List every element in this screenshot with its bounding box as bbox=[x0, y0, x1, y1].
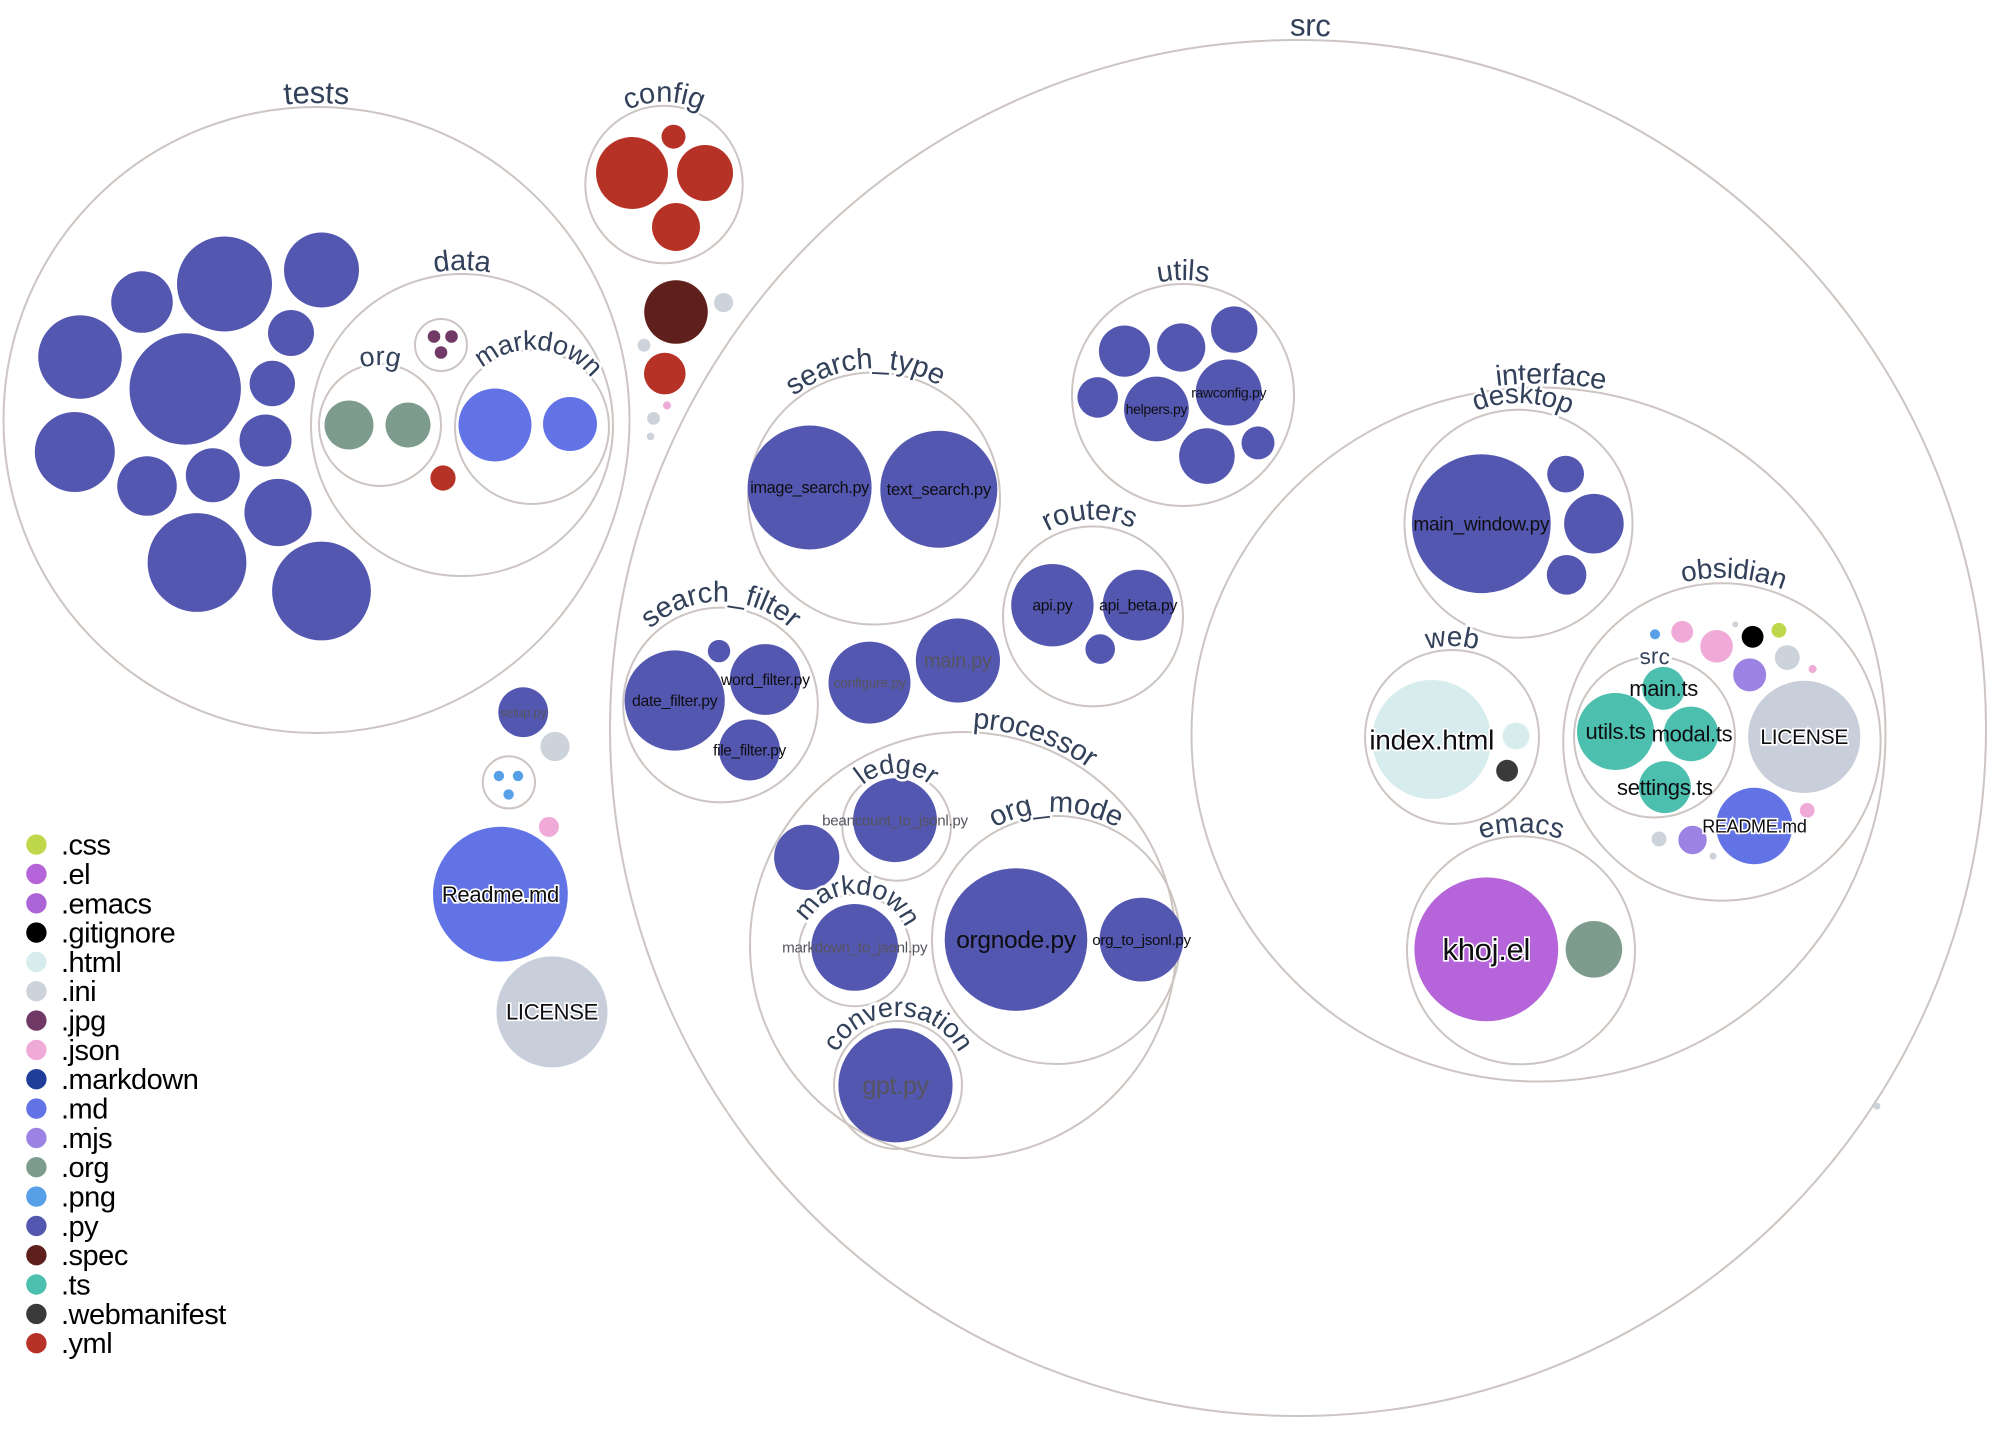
svg-text:word_filter.py: word_filter.py bbox=[720, 672, 810, 689]
svg-text:api_beta.py: api_beta.py bbox=[1099, 598, 1177, 615]
svg-text:.emacs: .emacs bbox=[61, 888, 151, 920]
svg-text:.css: .css bbox=[61, 830, 111, 862]
svg-text:.py: .py bbox=[61, 1211, 99, 1243]
svg-text:.el: .el bbox=[61, 859, 90, 891]
svg-text:LICENSE: LICENSE bbox=[1760, 726, 1848, 749]
svg-text:.yml: .yml bbox=[61, 1328, 112, 1360]
svg-text:.ts: .ts bbox=[61, 1270, 90, 1302]
svg-text:image_search.py: image_search.py bbox=[750, 479, 870, 497]
svg-text:web: web bbox=[1422, 621, 1482, 655]
svg-text:.org: .org bbox=[61, 1152, 109, 1184]
svg-text:helpers.py: helpers.py bbox=[1126, 401, 1188, 417]
svg-text:gpt.py: gpt.py bbox=[862, 1072, 929, 1100]
svg-text:main.py: main.py bbox=[924, 651, 992, 673]
svg-text:interface: interface bbox=[1494, 358, 1609, 396]
svg-text:rawconfig.py: rawconfig.py bbox=[1191, 384, 1266, 400]
svg-text:.jpg: .jpg bbox=[61, 1006, 106, 1038]
svg-text:src: src bbox=[1638, 643, 1671, 669]
svg-text:markdown_to_jsonl.py: markdown_to_jsonl.py bbox=[782, 940, 928, 957]
svg-text:utils.ts: utils.ts bbox=[1586, 719, 1646, 744]
svg-text:data: data bbox=[431, 245, 493, 280]
svg-text:configure.py: configure.py bbox=[833, 675, 905, 691]
svg-text:LICENSE: LICENSE bbox=[506, 1000, 598, 1025]
svg-text:api.py: api.py bbox=[1032, 598, 1073, 615]
svg-text:date_filter.py: date_filter.py bbox=[632, 693, 718, 710]
svg-text:.markdown: .markdown bbox=[61, 1064, 198, 1096]
svg-text:file_filter.py: file_filter.py bbox=[713, 742, 786, 759]
svg-text:index.html: index.html bbox=[1369, 724, 1494, 755]
svg-text:orgnode.py: orgnode.py bbox=[956, 927, 1077, 954]
svg-text:.webmanifest: .webmanifest bbox=[61, 1299, 226, 1331]
svg-text:beancount_to_jsonl.py: beancount_to_jsonl.py bbox=[822, 813, 968, 830]
svg-text:org_to_jsonl.py: org_to_jsonl.py bbox=[1092, 932, 1191, 949]
svg-text:.md: .md bbox=[61, 1094, 108, 1126]
svg-text:.json: .json bbox=[61, 1035, 120, 1067]
svg-text:text_search.py: text_search.py bbox=[887, 480, 992, 499]
svg-text:src: src bbox=[1290, 8, 1331, 44]
svg-text:.mjs: .mjs bbox=[61, 1123, 112, 1155]
svg-text:main_window.py: main_window.py bbox=[1413, 514, 1550, 535]
svg-text:.spec: .spec bbox=[61, 1240, 128, 1272]
svg-text:main.ts: main.ts bbox=[1629, 676, 1698, 701]
svg-text:khoj.el: khoj.el bbox=[1443, 932, 1531, 967]
svg-text:tests: tests bbox=[282, 75, 350, 112]
svg-text:.png: .png bbox=[61, 1182, 115, 1214]
svg-text:setup.py: setup.py bbox=[500, 705, 548, 720]
svg-text:.ini: .ini bbox=[61, 976, 96, 1008]
svg-text:.html: .html bbox=[61, 947, 121, 979]
svg-text:README.md: README.md bbox=[1702, 816, 1806, 836]
svg-text:Readme.md: Readme.md bbox=[442, 882, 559, 907]
svg-text:org: org bbox=[356, 341, 403, 373]
svg-text:settings.ts: settings.ts bbox=[1617, 775, 1713, 800]
svg-text:modal.ts: modal.ts bbox=[1652, 722, 1733, 747]
svg-text:utils: utils bbox=[1154, 255, 1211, 289]
svg-text:.gitignore: .gitignore bbox=[61, 918, 175, 950]
